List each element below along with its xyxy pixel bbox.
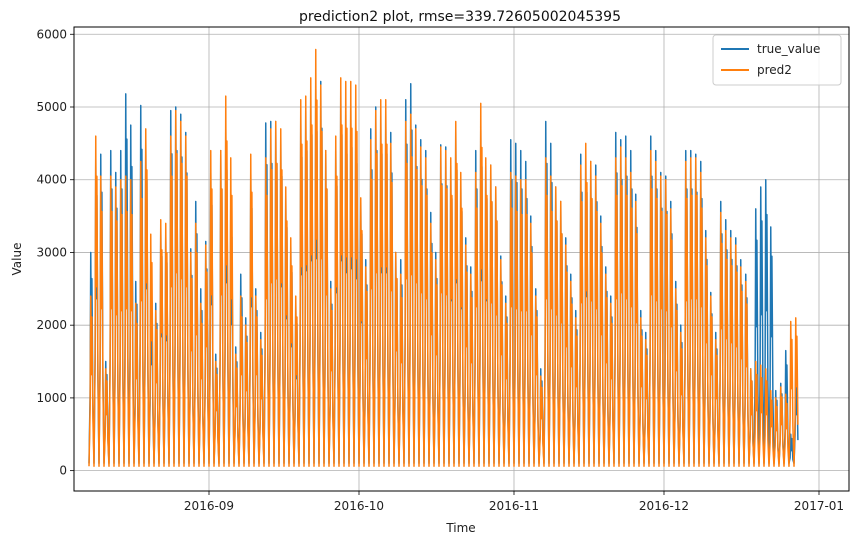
series-line-pred2 [88,48,799,468]
x-tick-label: 2017-01 [794,499,844,513]
legend-label-true_value: true_value [757,42,820,56]
x-tick-label: 2016-11 [489,499,539,513]
y-axis: 0 1000 2000 3000 4000 5000 6000 [36,27,74,478]
plot-frame [73,26,850,492]
x-tick-label: 2016-12 [639,499,689,513]
legend-box [712,34,842,86]
legend: true_value pred2 [712,34,842,86]
x-axis: 2016-09 2016-10 2016-11 2016-12 2017-01 [184,491,844,513]
y-tick-label: 5000 [36,100,67,114]
y-axis-label: Value [10,243,24,276]
y-tick-label: 4000 [36,173,67,187]
y-tick-label: 3000 [36,245,67,259]
y-tick-label: 1000 [36,391,67,405]
y-tick-label: 2000 [36,318,67,332]
series-layer [88,48,799,468]
y-tick-label: 0 [59,464,67,478]
chart-title: prediction2 plot, rmse=339.7260500204539… [299,9,621,25]
legend-label-pred2: pred2 [757,63,792,77]
x-axis-label: Time [445,521,475,535]
x-tick-label: 2016-10 [334,499,384,513]
x-tick-label: 2016-09 [184,499,234,513]
y-tick-label: 6000 [36,27,67,41]
